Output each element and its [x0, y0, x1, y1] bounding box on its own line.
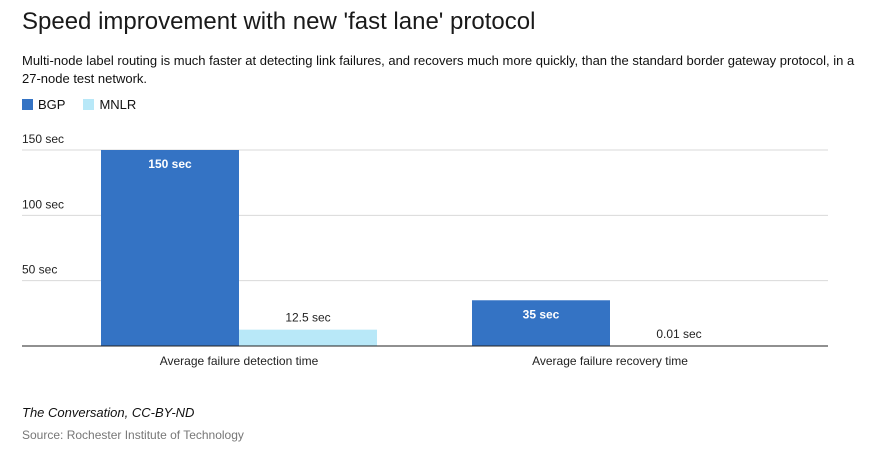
legend: BGP MNLR — [22, 97, 154, 112]
bar-chart: 50 sec 100 sec 150 sec 150 sec 35 sec 12.5 se… — [22, 132, 828, 368]
data-label: 150 sec — [148, 157, 192, 171]
chart-subtitle: Multi-node label routing is much faster … — [22, 53, 855, 86]
y-tick-label: 50 sec — [22, 263, 57, 277]
x-category-label: Average failure recovery time — [532, 354, 688, 368]
source-text: Source: Rochester Institute of Technolog… — [22, 428, 244, 442]
y-tick-label: 150 sec — [22, 132, 64, 146]
bar-bgp — [472, 300, 610, 346]
legend-swatch-bgp — [22, 99, 33, 110]
legend-label-mnlr: MNLR — [99, 97, 137, 112]
y-tick-label: 100 sec — [22, 197, 64, 211]
legend-item-mnlr: MNLR — [83, 97, 136, 112]
x-category-label: Average failure detection time — [160, 354, 319, 368]
legend-swatch-mnlr — [83, 99, 95, 110]
chart-title: Speed improvement with new 'fast lane' p… — [22, 8, 536, 35]
data-label: 35 sec — [523, 307, 560, 321]
credit-text: The Conversation, CC-BY-ND — [22, 405, 195, 420]
bar-mnlr — [239, 329, 377, 346]
data-label: 12.5 sec — [285, 311, 330, 325]
legend-label-bgp: BGP — [38, 97, 66, 112]
legend-item-bgp: BGP — [22, 97, 65, 112]
bar-bgp — [101, 150, 239, 346]
data-label: 0.01 sec — [656, 327, 701, 341]
